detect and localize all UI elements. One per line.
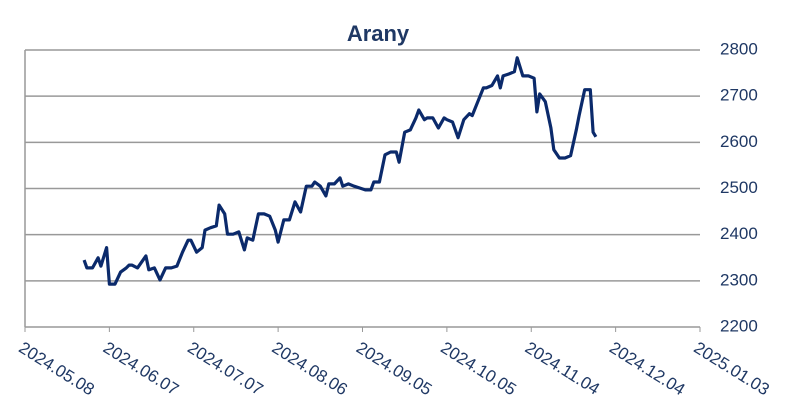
y-tick-label: 2500 — [720, 178, 758, 197]
x-tick-label: 2024.10.05 — [437, 338, 519, 399]
y-tick-label: 2400 — [720, 224, 758, 243]
y-tick-label: 2600 — [720, 132, 758, 151]
chart-title: Arany — [347, 21, 410, 46]
x-tick-label: 2024.09.05 — [353, 338, 435, 399]
y-tick-label: 2800 — [720, 39, 758, 58]
y-tick-label: 2300 — [720, 270, 758, 289]
line-series — [82, 56, 598, 286]
y-tick-label: 2700 — [720, 86, 758, 105]
x-tick-label: 2024.05.08 — [16, 338, 98, 399]
x-tick-label: 2024.06.07 — [100, 338, 182, 399]
x-tick-label: 2024.08.06 — [269, 338, 351, 399]
y-tick-label: 2200 — [720, 316, 758, 335]
x-tick-label: 2024.12.04 — [606, 338, 688, 399]
x-tick-label: 2025.01.03 — [691, 338, 773, 399]
x-tick-label: 2024.07.07 — [184, 338, 266, 399]
x-tick-label: 2024.11.04 — [522, 338, 603, 399]
